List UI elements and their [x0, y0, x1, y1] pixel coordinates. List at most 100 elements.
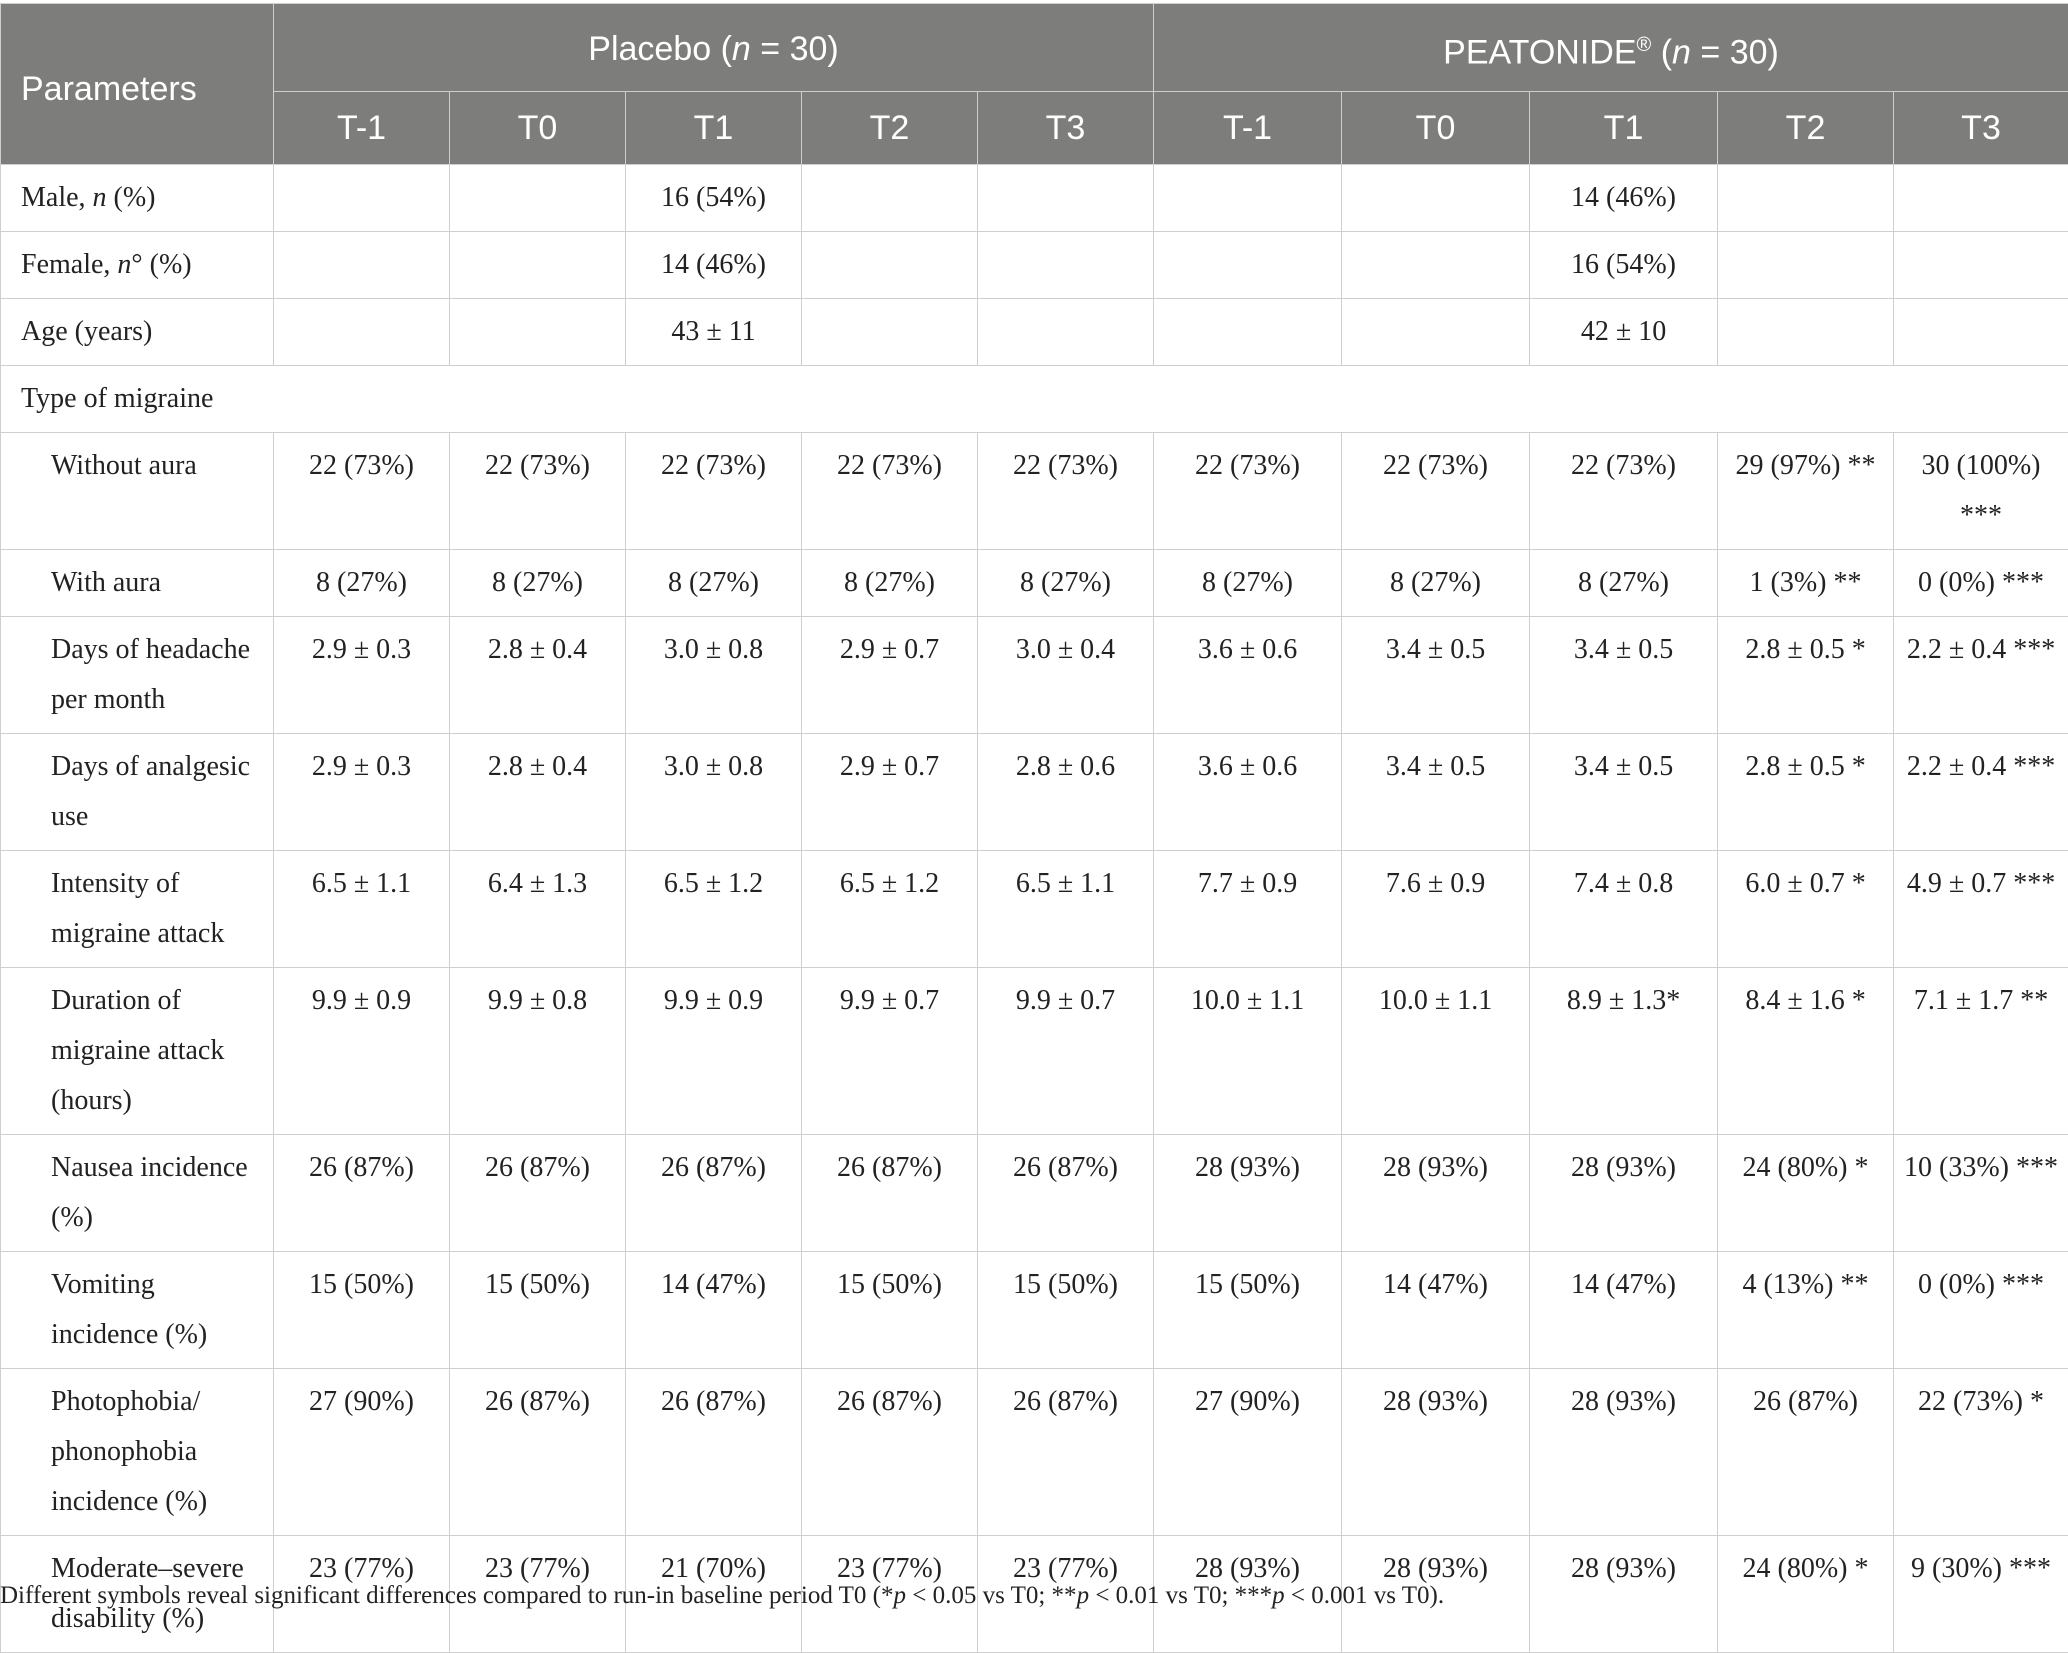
table-cell: 24 (80%) *	[1718, 1135, 1894, 1252]
table-cell	[978, 299, 1154, 366]
table-cell: 0 (0%) ***	[1894, 1252, 2068, 1369]
table-cell: 16 (54%)	[1530, 232, 1718, 299]
table-cell: 1 (3%) **	[1718, 550, 1894, 617]
table-cell: 2.9 ± 0.3	[274, 617, 450, 734]
table-cell: 22 (73%)	[450, 433, 626, 550]
table-cell: 4.9 ± 0.7 ***	[1894, 851, 2068, 968]
table-cell: 2.8 ± 0.5 *	[1718, 734, 1894, 851]
row-label: Without aura	[1, 433, 274, 550]
timepoint-header: T2	[1718, 92, 1894, 165]
table-cell	[1894, 299, 2068, 366]
table-cell: 27 (90%)	[274, 1369, 450, 1536]
table-cell: 2.8 ± 0.4	[450, 734, 626, 851]
table-row: Duration of migraine attack (hours) 9.9 …	[1, 968, 2068, 1135]
table-cell: 26 (87%)	[450, 1135, 626, 1252]
section-label: Type of migraine	[1, 366, 2068, 433]
table-cell: 22 (73%)	[978, 433, 1154, 550]
timepoint-header: T-1	[1154, 92, 1342, 165]
table-cell: 22 (73%)	[802, 433, 978, 550]
table-cell: 2.8 ± 0.5 *	[1718, 617, 1894, 734]
table-cell: 26 (87%)	[450, 1369, 626, 1536]
timepoint-header: T-1	[274, 92, 450, 165]
table-cell: 15 (50%)	[978, 1252, 1154, 1369]
table-cell: 22 (73%)	[274, 433, 450, 550]
table-cell: 26 (87%)	[978, 1369, 1154, 1536]
table-cell: 2.9 ± 0.7	[802, 734, 978, 851]
table-cell	[802, 165, 978, 232]
table-cell: 27 (90%)	[1154, 1369, 1342, 1536]
table-cell	[978, 165, 1154, 232]
timepoint-header: T3	[978, 92, 1154, 165]
table-cell	[274, 232, 450, 299]
table-cell: 7.6 ± 0.9	[1342, 851, 1530, 968]
row-label: Vomiting incidence (%)	[1, 1252, 274, 1369]
table-cell: 30 (100%) ***	[1894, 433, 2068, 550]
table-cell: 3.6 ± 0.6	[1154, 617, 1342, 734]
table-cell: 9.9 ± 0.7	[802, 968, 978, 1135]
table-cell	[1894, 165, 2068, 232]
table-cell: 7.1 ± 1.7 **	[1894, 968, 2068, 1135]
table-cell: 3.4 ± 0.5	[1342, 617, 1530, 734]
table-cell: 28 (93%)	[1342, 1369, 1530, 1536]
table-cell: 15 (50%)	[802, 1252, 978, 1369]
table-cell	[1342, 165, 1530, 232]
table-row: Photophobia/ phonophobia incidence (%) 2…	[1, 1369, 2068, 1536]
table-cell	[1154, 165, 1342, 232]
table-cell: 26 (87%)	[626, 1369, 802, 1536]
table-cell	[802, 232, 978, 299]
table-cell: 7.7 ± 0.9	[1154, 851, 1342, 968]
table-row: Vomiting incidence (%) 15 (50%)15 (50%)1…	[1, 1252, 2068, 1369]
table-cell: 28 (93%)	[1154, 1135, 1342, 1252]
table-cell: 2.8 ± 0.6	[978, 734, 1154, 851]
table-cell: 10 (33%) ***	[1894, 1135, 2068, 1252]
table-cell: 6.0 ± 0.7 *	[1718, 851, 1894, 968]
table-cell: 7.4 ± 0.8	[1530, 851, 1718, 968]
table-cell: 3.6 ± 0.6	[1154, 734, 1342, 851]
table-cell: 8 (27%)	[450, 550, 626, 617]
row-label: Days of headache per month	[1, 617, 274, 734]
table-row: Male, n (%) 16 (54%)14 (46%)	[1, 165, 2068, 232]
parameters-header: Parameters	[1, 4, 274, 165]
row-label: Days of analgesic use	[1, 734, 274, 851]
table-cell: 26 (87%)	[978, 1135, 1154, 1252]
table-cell	[450, 299, 626, 366]
timepoint-header: T0	[450, 92, 626, 165]
table-cell: 8 (27%)	[1342, 550, 1530, 617]
table-cell: 8 (27%)	[274, 550, 450, 617]
table-cell: 3.4 ± 0.5	[1342, 734, 1530, 851]
table-cell: 0 (0%) ***	[1894, 550, 2068, 617]
placebo-group-header: Placebo (n = 30)	[274, 4, 1154, 92]
table-cell: 28 (93%)	[1342, 1135, 1530, 1252]
table-cell	[274, 299, 450, 366]
table-cell: 9.9 ± 0.8	[450, 968, 626, 1135]
table-cell: 22 (73%)	[1342, 433, 1530, 550]
timepoint-header: T0	[1342, 92, 1530, 165]
table-cell: 6.5 ± 1.2	[802, 851, 978, 968]
table-cell	[1342, 232, 1530, 299]
row-label: Nausea incidence (%)	[1, 1135, 274, 1252]
table-cell: 9.9 ± 0.9	[274, 968, 450, 1135]
table-cell: 8.9 ± 1.3*	[1530, 968, 1718, 1135]
timepoint-header: T1	[626, 92, 802, 165]
table-cell: 14 (47%)	[626, 1252, 802, 1369]
table-cell: 3.4 ± 0.5	[1530, 734, 1718, 851]
table-cell: 43 ± 11	[626, 299, 802, 366]
table-cell: 29 (97%) **	[1718, 433, 1894, 550]
table-cell: 9.9 ± 0.9	[626, 968, 802, 1135]
table-cell	[1342, 299, 1530, 366]
table-cell: 15 (50%)	[450, 1252, 626, 1369]
row-label: Age (years)	[1, 299, 274, 366]
table-cell: 2.2 ± 0.4 ***	[1894, 734, 2068, 851]
table-cell: 15 (50%)	[274, 1252, 450, 1369]
table-cell: 2.9 ± 0.7	[802, 617, 978, 734]
table-cell	[1718, 232, 1894, 299]
table-cell: 16 (54%)	[626, 165, 802, 232]
row-label: With aura	[1, 550, 274, 617]
table-cell: 8 (27%)	[802, 550, 978, 617]
table-cell: 2.2 ± 0.4 ***	[1894, 617, 2068, 734]
timepoint-header: T1	[1530, 92, 1718, 165]
table-cell: 22 (73%) *	[1894, 1369, 2068, 1536]
table-cell: 28 (93%)	[1530, 1135, 1718, 1252]
row-label: Male, n (%)	[1, 165, 274, 232]
